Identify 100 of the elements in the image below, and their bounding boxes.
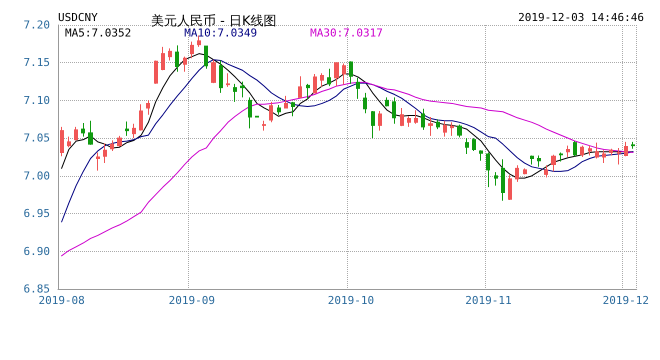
y-tick-label: 7.05 xyxy=(24,132,50,145)
candlestick xyxy=(298,76,302,99)
candlestick xyxy=(465,138,469,154)
line-series xyxy=(61,59,634,222)
x-tick-label: 2019-11 xyxy=(465,294,512,307)
candlestick xyxy=(407,116,411,128)
candlestick xyxy=(530,154,534,166)
y-tick-label: 7.15 xyxy=(24,56,50,70)
candlestick xyxy=(588,145,592,156)
line-series xyxy=(61,82,634,256)
candlestick xyxy=(494,172,498,186)
candlestick xyxy=(624,141,628,157)
candlestick xyxy=(617,147,621,166)
candlestick xyxy=(421,108,425,130)
candlestick xyxy=(211,59,216,84)
candlestick xyxy=(523,168,527,175)
candlestick xyxy=(501,158,505,202)
candlestick xyxy=(248,96,252,129)
chart-title: 美元人民币 - 日K线图 xyxy=(151,13,276,29)
x-tick-label: 2019-09 xyxy=(168,294,215,307)
y-tick-label: 7.10 xyxy=(24,94,50,107)
candlestick xyxy=(197,35,201,48)
y-tick-label: 6.90 xyxy=(24,244,50,258)
y-tick-label: 7.20 xyxy=(24,18,50,32)
candlestick xyxy=(161,46,165,71)
candlestick xyxy=(96,152,100,172)
candlestick xyxy=(378,110,382,132)
candlestick xyxy=(537,154,541,168)
y-tick-label: 7.00 xyxy=(24,169,50,182)
candlestick xyxy=(74,126,78,141)
candlestick xyxy=(566,145,570,158)
text: MA5:7.0352 xyxy=(65,26,132,40)
candlestick xyxy=(392,96,396,124)
candlestick xyxy=(580,145,584,158)
candlestick xyxy=(110,140,114,152)
candlestick xyxy=(334,62,339,87)
candlestick xyxy=(269,101,273,123)
candlestick xyxy=(609,148,613,156)
candlestick xyxy=(400,107,404,127)
candlestick xyxy=(262,120,266,132)
x-tick-label: 2019-10 xyxy=(328,294,374,307)
candlestick xyxy=(291,101,295,117)
candlestick xyxy=(154,60,158,84)
candlestick xyxy=(508,174,512,200)
candlestick xyxy=(472,138,476,152)
candlestick xyxy=(414,110,418,124)
x-tick-label: 2019-12 xyxy=(602,294,650,307)
candlestick xyxy=(450,122,454,136)
candlestick xyxy=(183,56,187,72)
candlestick xyxy=(457,124,462,138)
candlestick xyxy=(168,48,172,61)
candlestick xyxy=(67,136,71,148)
candlestick xyxy=(551,154,556,172)
candlestick xyxy=(277,104,281,116)
candlestick xyxy=(306,83,310,100)
candlestick xyxy=(428,116,433,136)
candlestick xyxy=(226,72,230,88)
candlestick xyxy=(486,152,490,188)
candlestick xyxy=(146,100,150,116)
candlestick xyxy=(60,126,64,157)
candlestick xyxy=(327,68,331,87)
candlestick xyxy=(595,142,599,160)
y-tick-label: 6.95 xyxy=(24,207,50,220)
text: MA30:7.0317 xyxy=(310,26,383,40)
candlestick xyxy=(342,62,346,86)
text: 2019-12-03 14:46:46 xyxy=(518,11,644,24)
candlestick xyxy=(132,123,136,139)
candlestick xyxy=(139,104,143,132)
candlestick xyxy=(371,110,375,139)
candlestick xyxy=(320,72,324,88)
candlestick xyxy=(544,164,548,178)
candlestick xyxy=(219,60,223,94)
candlestick xyxy=(313,74,317,94)
candlestick xyxy=(363,92,367,114)
candlestick xyxy=(631,141,635,150)
text: USDCNY xyxy=(58,11,98,24)
candlestick xyxy=(175,44,179,72)
candlestick xyxy=(479,150,483,162)
candlestick xyxy=(349,60,353,84)
candlestick xyxy=(515,164,519,182)
candlestick xyxy=(233,83,237,102)
candlestick xyxy=(240,81,245,98)
candlestick xyxy=(204,46,208,70)
line-series xyxy=(61,53,634,179)
candlestick xyxy=(559,152,563,162)
candlestick xyxy=(103,142,107,164)
candlestick xyxy=(125,121,129,136)
candlestick xyxy=(88,120,93,146)
candlestick xyxy=(117,135,122,147)
candlestick xyxy=(573,140,577,157)
candlestick xyxy=(436,118,440,130)
candlestick xyxy=(356,77,360,100)
candlestick xyxy=(284,95,288,108)
candlestick xyxy=(443,120,447,138)
candlestick xyxy=(81,122,85,138)
candlestick xyxy=(385,96,389,107)
candlestick xyxy=(190,41,194,59)
x-tick-label: 2019-08 xyxy=(38,294,85,307)
y-tick-label: 6.85 xyxy=(24,282,50,296)
candlestick xyxy=(602,150,606,164)
